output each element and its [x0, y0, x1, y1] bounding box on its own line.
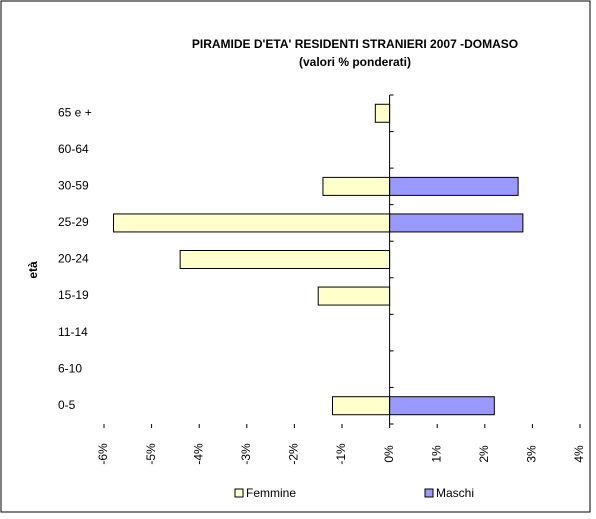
y-tick-label: 60-64 [58, 142, 89, 156]
x-tick-label: 4% [572, 445, 586, 463]
y-tick-label: 11-14 [58, 325, 88, 339]
y-tick-label: 0-5 [58, 398, 76, 412]
legend-label: Femmine [246, 486, 296, 500]
y-tick-label: 30-59 [58, 179, 89, 193]
legend-swatch [234, 488, 244, 498]
x-tick-label: 2% [477, 445, 491, 463]
chart-subtitle: (valori % ponderati) [299, 55, 411, 69]
y-tick-label: 15-19 [58, 288, 89, 302]
bar [113, 213, 391, 233]
x-tick-label: 1% [429, 445, 443, 463]
bar [179, 250, 391, 269]
x-tick-label: 3% [525, 445, 539, 463]
x-tick-label: -1% [334, 443, 348, 465]
legend-swatch [424, 488, 434, 498]
x-tick-label: -6% [96, 443, 110, 465]
y-tick-label: 65 e + [58, 105, 92, 119]
bar [389, 396, 495, 416]
y-tick-label: 20-24 [58, 252, 89, 266]
legend-label: Maschi [436, 486, 474, 500]
chart-title: PIRAMIDE D'ETA' RESIDENTI STRANIERI 2007… [192, 37, 518, 51]
x-tick-label: -3% [239, 443, 253, 465]
x-tick-label: -5% [144, 443, 158, 465]
bar [389, 213, 524, 233]
x-tick-label: -2% [287, 443, 301, 465]
bar [374, 103, 391, 123]
bar [389, 176, 519, 196]
y-tick-label: 25-29 [58, 215, 89, 229]
x-tick-label: 0% [382, 445, 396, 463]
y-axis-label: età [26, 261, 40, 279]
bar [317, 286, 391, 306]
x-tick-label: -4% [191, 443, 205, 465]
y-tick-label: 6-10 [58, 361, 82, 375]
bar [331, 396, 391, 416]
bar [322, 176, 391, 196]
